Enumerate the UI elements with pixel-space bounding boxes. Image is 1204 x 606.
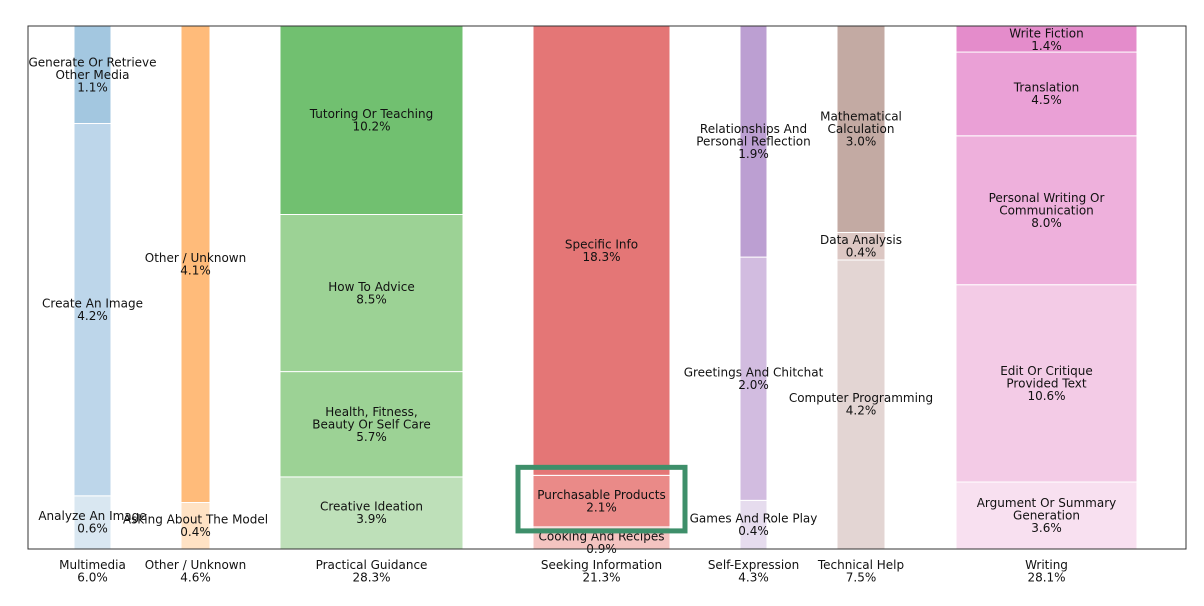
segment-create-an-image[interactable] <box>73 123 112 497</box>
segment-translation[interactable] <box>955 51 1138 137</box>
segment-label-relationships-and-personal-reflection: Relationships And Personal Reflection 1.9% <box>696 122 811 161</box>
x-tick-label-technical-help: Technical Help 7.5% <box>817 558 904 585</box>
segment-games-and-role-play[interactable] <box>739 499 768 550</box>
x-tick-label-other-unknown: Other / Unknown 4.6% <box>145 558 246 585</box>
segment-label-create-an-image: Create An Image 4.2% <box>42 296 143 323</box>
column-multimedia: Analyze An Image 0.6% Create An Image 4.2% G… <box>28 25 157 585</box>
segment-specific-info[interactable] <box>532 25 671 476</box>
x-tick-label-multimedia: Multimedia 6.0% <box>59 558 126 585</box>
segment-label-computer-programming: Computer Programming 4.2% <box>789 391 933 418</box>
x-tick-label-self-expression: Self-Expression 4.3% <box>708 558 799 585</box>
segment-personal-writing-or-communication[interactable] <box>955 135 1138 286</box>
segment-label-greetings-and-chitchat: Greetings And Chitchat 2.0% <box>684 365 824 392</box>
axes-frame <box>27 25 1187 550</box>
segment-write-fiction[interactable] <box>955 25 1138 53</box>
segment-label-creative-ideation: Creative Ideation 3.9% <box>320 500 423 527</box>
segment-label-games-and-role-play: Games And Role Play 0.4% <box>690 511 818 538</box>
segment-how-to-advice[interactable] <box>279 214 464 373</box>
segment-greetings-and-chitchat[interactable] <box>739 256 768 501</box>
x-tick-label-seeking-information: Seeking Information 21.3% <box>541 558 662 585</box>
segment-label-health-fitness-beauty-or-self-care: Health, Fitness, Beauty Or Self Care 5.7% <box>312 405 431 444</box>
segment-label-how-to-advice: How To Advice 8.5% <box>328 280 414 307</box>
column-self-expression: Games And Role Play 0.4% Greetings And Chi… <box>684 25 824 585</box>
segment-label-edit-or-critique-provided-text: Edit Or Critique Provided Text 10.6% <box>1000 364 1093 403</box>
segment-tutoring-or-teaching[interactable] <box>279 25 464 216</box>
column-seeking-information: Cooking And Recipes 0.9%Purchasable Produ… <box>532 25 671 585</box>
segment-health-fitness-beauty-or-self-care[interactable] <box>279 371 464 478</box>
segment-label-purchasable-products: Purchasable Products 2.1% <box>537 488 665 515</box>
segment-edit-or-critique-provided-text[interactable] <box>955 284 1138 483</box>
segment-label-asking-about-the-model: Asking About The Model 0.4% <box>123 513 268 540</box>
highlight-box <box>515 464 688 534</box>
segment-label-translation: Translation 4.5% <box>1013 81 1079 108</box>
segment-label-data-analysis: Data Analysis 0.4% <box>820 233 902 260</box>
segment-label-generate-or-retrieve-other-media: Generate Or Retrieve Other Media 1.1% <box>28 55 156 94</box>
segment-label-analyze-an-image: Analyze An Image 0.6% <box>38 509 146 536</box>
segment-label-other-unknown: Other / Unknown 4.1% <box>145 251 246 278</box>
segment-label-argument-or-summary-generation: Argument Or Summary Generation 3.6% <box>977 496 1117 535</box>
column-technical-help: Computer Programming 4.2% Data Analysis 0.4… <box>789 25 933 585</box>
x-tick-label-practical-guidance: Practical Guidance 28.3% <box>316 558 428 585</box>
segment-argument-or-summary-generation[interactable] <box>955 481 1138 550</box>
segment-data-analysis[interactable] <box>836 231 886 261</box>
plot-area: Analyze An Image 0.6% Create An Image 4.2% G… <box>27 25 1187 585</box>
segment-label-personal-writing-or-communication: Personal Writing Or Communication 8.0% <box>989 191 1105 230</box>
segment-label-mathematical-calculation: Mathematical Calculation 3.0% <box>820 110 902 149</box>
segment-label-write-fiction: Write Fiction 1.4% <box>1009 26 1083 53</box>
segment-computer-programming[interactable] <box>836 259 886 550</box>
segment-label-specific-info: Specific Info 18.3% <box>565 237 638 263</box>
column-practical-guidance: Creative Ideation 3.9% Health, Fitness, Bea… <box>279 25 464 585</box>
column-writing: Argument Or Summary Generation 3.6% Edit Or… <box>955 25 1138 585</box>
segment-label-tutoring-or-teaching: Tutoring Or Teaching 10.2% <box>309 107 433 134</box>
x-tick-label-writing: Writing 28.1% <box>1025 558 1068 585</box>
segment-relationships-and-personal-reflection[interactable] <box>739 25 768 258</box>
column-other-unknown: Asking About The Model 0.4% Other / Unknow… <box>123 25 268 585</box>
segment-analyze-an-image[interactable] <box>73 495 112 550</box>
